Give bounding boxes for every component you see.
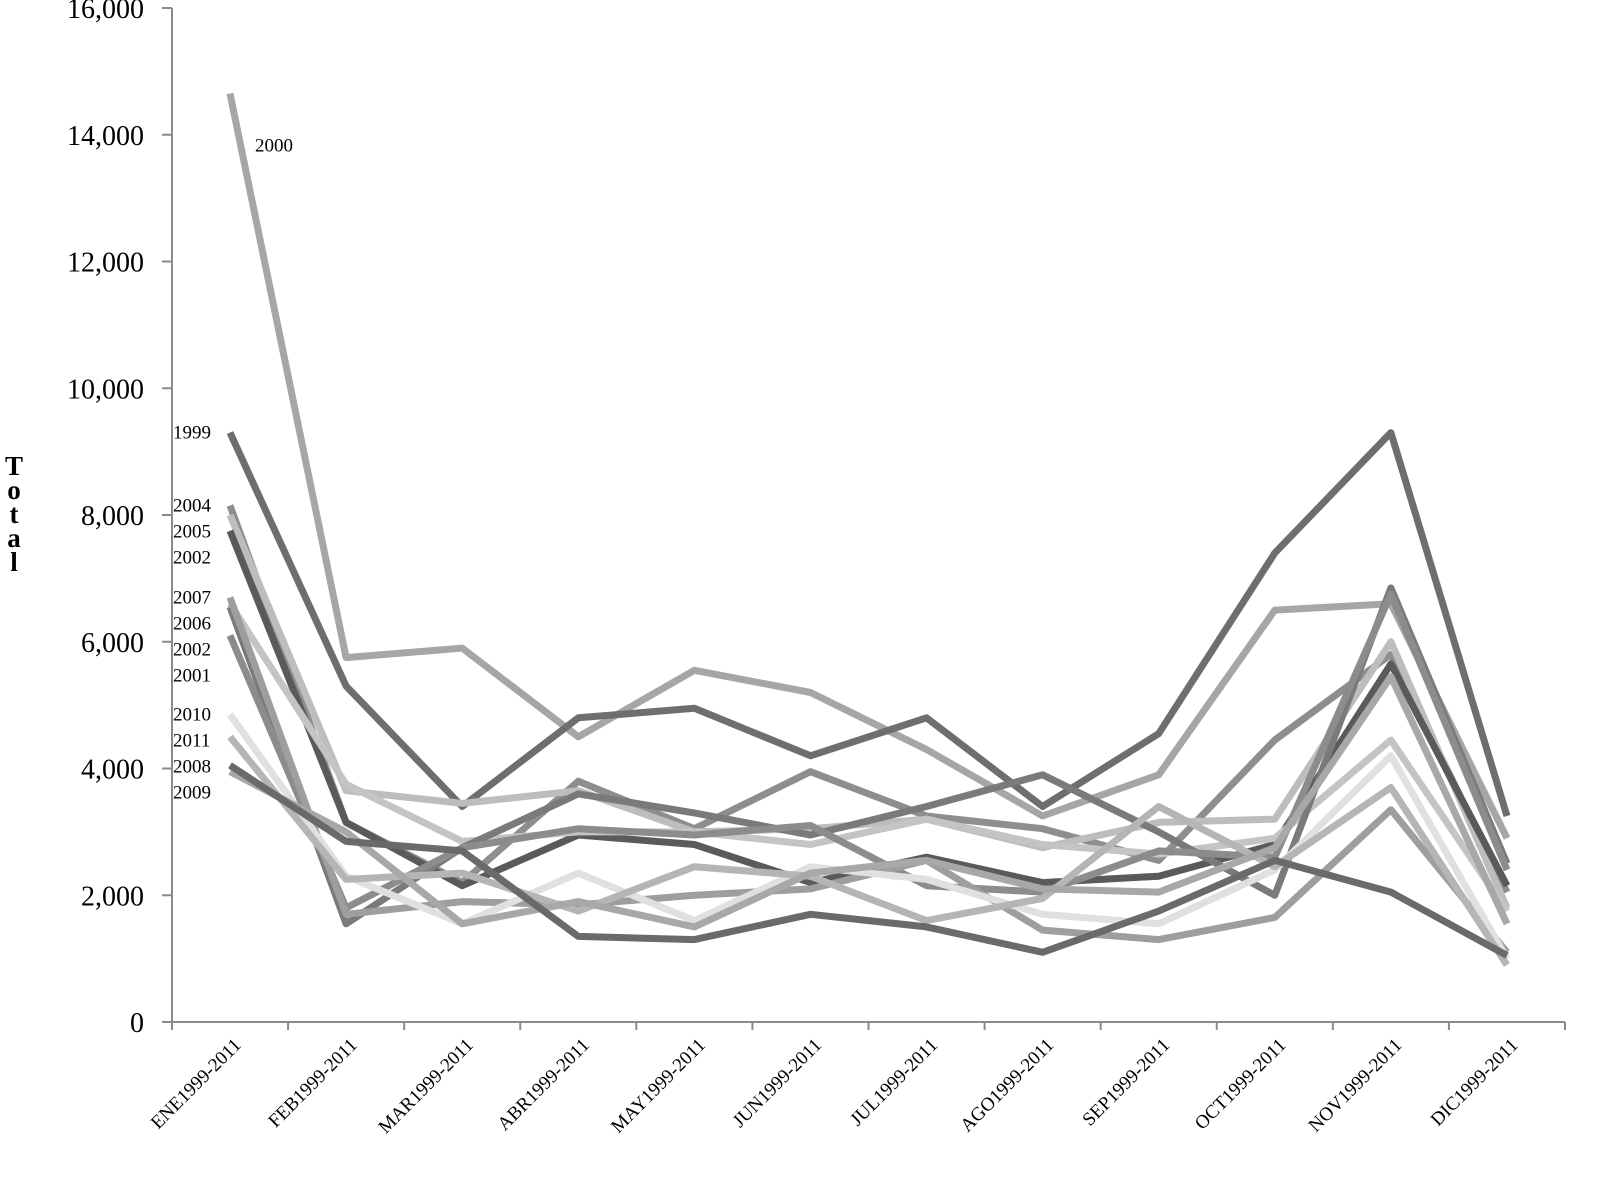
series-label-2005: 2005 bbox=[173, 521, 211, 542]
series-line-1999 bbox=[226, 429, 1511, 818]
series-label-2009: 2009 bbox=[173, 783, 211, 804]
y-axis: 0 2,000 4,000 6,000 8,000 10,000 12,000 14,000 1… bbox=[67, 0, 173, 1039]
y-tick-label: 8,000 bbox=[81, 501, 144, 532]
x-tick-label: JUL1999-2011 bbox=[846, 1035, 942, 1131]
x-tick-label: MAY1999-2011 bbox=[607, 1035, 710, 1138]
x-tick-label: NOV1999-2011 bbox=[1305, 1035, 1407, 1137]
y-tick-label: 4,000 bbox=[81, 755, 144, 786]
series-label-2007: 2007 bbox=[173, 587, 211, 608]
x-tick-label: DIC1999-2011 bbox=[1427, 1035, 1523, 1131]
x-tick-label: AGO1999-2011 bbox=[956, 1035, 1058, 1137]
series-label-1999: 1999 bbox=[173, 423, 211, 444]
y-tick-label: 6,000 bbox=[81, 628, 144, 659]
x-tick-label: FEB1999-2011 bbox=[264, 1035, 361, 1132]
x-tick-label: OCT1999-2011 bbox=[1191, 1035, 1290, 1134]
x-axis: ENE1999-2011 FEB1999-2011 MAR1999-2011 ABR1… bbox=[147, 1021, 1566, 1138]
series-line-2000 bbox=[226, 92, 1511, 840]
y-tick-label: 16,000 bbox=[67, 0, 144, 25]
y-tick-label: 12,000 bbox=[67, 248, 144, 279]
series-label-2008: 2008 bbox=[173, 757, 211, 778]
series-lines bbox=[226, 92, 1511, 967]
y-tick-label: 10,000 bbox=[67, 374, 144, 405]
y-tick-label: 14,000 bbox=[67, 121, 144, 152]
series-label-2006: 2006 bbox=[173, 613, 211, 634]
series-label-2002: 2002 bbox=[173, 547, 211, 568]
series-labels: 2000 1999 2004 2005 2002 2007 2006 2002 2001 2010… bbox=[173, 136, 293, 804]
y-axis-title-letter: T bbox=[5, 451, 23, 481]
y-tick-label: 0 bbox=[130, 1008, 144, 1039]
series-line-2008 bbox=[228, 762, 1509, 959]
x-tick-label: ABR1999-2011 bbox=[494, 1035, 594, 1135]
series-line-2011 bbox=[227, 734, 1510, 967]
y-axis-title-letter: l bbox=[10, 547, 18, 577]
y-axis-title-letter: o bbox=[7, 475, 21, 505]
series-label-2010: 2010 bbox=[173, 705, 211, 726]
x-tick-label: MAR1999-2011 bbox=[375, 1035, 478, 1138]
x-tick-label: ENE1999-2011 bbox=[147, 1035, 246, 1134]
y-axis-title-letter: t bbox=[10, 499, 19, 529]
series-line-2009 bbox=[228, 673, 1511, 931]
x-tick-label: JUN1999-2011 bbox=[729, 1035, 826, 1132]
series-label-2004: 2004 bbox=[173, 495, 212, 516]
series-label-2000: 2000 bbox=[255, 136, 293, 157]
x-tick-label: SEP1999-2011 bbox=[1079, 1035, 1175, 1131]
y-axis-title-letter: a bbox=[7, 523, 21, 553]
y-tick-label: 2,000 bbox=[81, 881, 144, 912]
series-label-2011: 2011 bbox=[173, 731, 210, 752]
series-label-2002: 2002 bbox=[173, 639, 211, 660]
series-label-2001: 2001 bbox=[173, 665, 211, 686]
